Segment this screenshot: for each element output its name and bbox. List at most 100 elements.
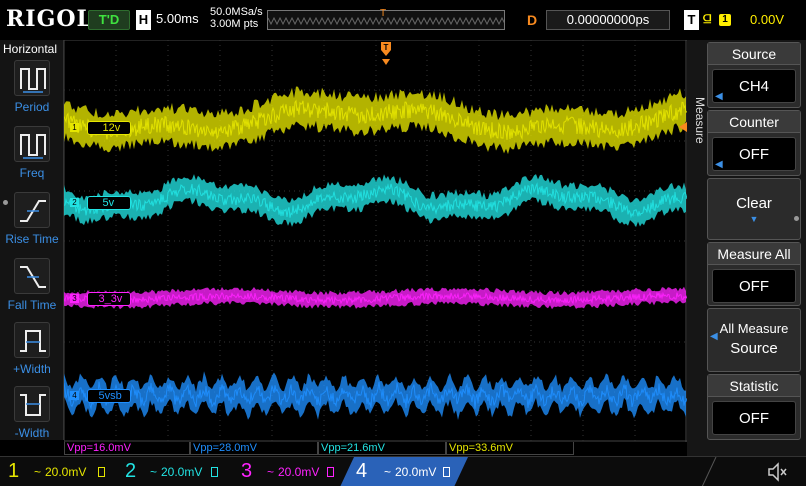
svg-text:T: T: [384, 43, 389, 52]
ch2-coupling-icon: ~: [150, 465, 158, 479]
all-measure-source-line2: Source: [730, 340, 778, 357]
statistic-label: Statistic: [708, 375, 800, 397]
ch1-coupling-icon: ~: [34, 465, 42, 479]
delay-value[interactable]: 0.00000000ps: [546, 10, 670, 30]
ch4-bandwidth-icon: [443, 467, 450, 477]
measurement-2[interactable]: Vpp=28.0mV: [190, 442, 318, 455]
ch3-bandwidth-icon: [327, 467, 334, 477]
horizontal-measure-panel: Horizontal Period Freq Rise Time Fall Ti…: [0, 40, 64, 440]
sample-rate: 50.0MSa/s: [210, 6, 263, 18]
trigger-position-top-marker-icon: T: [381, 42, 391, 65]
ch4-tab[interactable]: 4 ~ 20.0mV: [346, 457, 466, 486]
trigger-level-value[interactable]: 0.00V: [750, 12, 784, 27]
rigol-logo: RIGOL: [6, 6, 93, 32]
counter-value-box: ◀ OFF: [712, 137, 796, 171]
source-label: Source: [708, 43, 800, 65]
memory-overview-bar[interactable]: [267, 10, 505, 30]
ch2-marker[interactable]: 2 5v: [70, 194, 132, 212]
measure-rise-time-button[interactable]: Rise Time: [0, 192, 64, 246]
ch3-marker[interactable]: 3 3_3v: [70, 290, 132, 308]
ch3-tab-number: 3: [241, 460, 253, 482]
all-measure-source-softkey[interactable]: ◀ All Measure Source: [707, 308, 801, 372]
clear-label: Clear: [736, 195, 772, 212]
counter-label: Counter: [708, 111, 800, 133]
ch4-number-badge: 4: [70, 391, 79, 401]
ch4-scale: 20.0mV: [395, 465, 437, 479]
source-value-box: ◀ CH4: [712, 69, 796, 103]
measure-fall-time-button[interactable]: Fall Time: [0, 258, 64, 312]
source-arrow-icon: ◀: [715, 91, 723, 102]
positive-width-icon: [14, 322, 50, 358]
ch2-scale: 20.0mV: [161, 465, 203, 479]
frequency-icon: [14, 126, 50, 162]
ch2-tab-number: 2: [125, 460, 137, 482]
ch3-coupling-icon: ~: [267, 465, 275, 479]
measure-period-button[interactable]: Period: [0, 60, 64, 114]
channel-bar: 1 ~ 20.0mV 2 ~ 20.0mV 3 ~ 20.0mV 4 ~ 20.…: [0, 456, 806, 486]
measure-menu: Measure Source ◀ CH4 Counter ◀ OFF Clear…: [687, 40, 806, 456]
waveform-display[interactable]: T 1 12v 2 5v 3 3_3v 4 5vsb: [63, 39, 688, 442]
rising-edge-icon: ⫑: [703, 10, 712, 26]
ch1-tab[interactable]: 1 ~ 20.0mV: [0, 457, 115, 486]
ch2-label: 5v: [87, 195, 132, 210]
ch3-number-badge: 3: [70, 294, 79, 304]
ch1-marker[interactable]: 1 12v: [70, 119, 132, 137]
trigger-indicator: T: [684, 10, 699, 30]
speaker-icon[interactable]: [766, 461, 788, 486]
horizontal-indicator: H: [136, 10, 151, 30]
measurement-1[interactable]: Vpp=16.0mV: [64, 442, 190, 455]
counter-softkey[interactable]: Counter ◀ OFF: [707, 110, 801, 176]
measure-menu-tab: Measure: [693, 96, 707, 144]
ch2-number-badge: 2: [70, 198, 79, 208]
clear-softkey[interactable]: Clear ▼: [707, 178, 801, 240]
measure-all-label: Measure All: [708, 243, 800, 265]
measure-all-softkey[interactable]: Measure All OFF: [707, 242, 801, 306]
ch4-tab-background: [340, 457, 468, 486]
rise-time-label: Rise Time: [5, 232, 59, 246]
counter-arrow-icon: ◀: [715, 159, 723, 170]
statistic-softkey[interactable]: Statistic OFF: [707, 374, 801, 440]
all-measure-source-line1: All Measure: [719, 321, 789, 336]
period-icon: [14, 60, 50, 96]
ch2-waveform: [64, 174, 686, 228]
source-value: CH4: [738, 78, 769, 95]
statistic-value-box: OFF: [712, 401, 796, 435]
measurement-4[interactable]: Vpp=33.6mV: [446, 442, 574, 455]
horizontal-panel-title: Horizontal: [3, 42, 58, 56]
period-label: Period: [14, 100, 50, 114]
measure-negative-width-button[interactable]: -Width: [0, 386, 64, 440]
negative-width-label: -Width: [14, 426, 50, 440]
ch1-waveform-core: [63, 99, 688, 141]
trigger-position-marker-icon: T: [380, 8, 387, 19]
statistic-value: OFF: [739, 410, 769, 427]
ch4-waveform-core: [63, 381, 688, 410]
page-indicator-dot: [3, 200, 8, 205]
ch1-number-badge: 1: [70, 123, 79, 133]
rise-time-icon: [14, 192, 50, 228]
ch2-waveform-core: [63, 182, 688, 219]
measurement-2-value: Vpp=28.0mV: [193, 442, 257, 454]
ch3-waveform-core: [63, 291, 688, 305]
ch3-label: 3_3v: [87, 291, 132, 306]
ch2-bandwidth-icon: [211, 467, 218, 477]
measurement-3-value: Vpp=21.6mV: [321, 442, 385, 454]
ch3-waveform: [64, 286, 686, 310]
measure-freq-button[interactable]: Freq: [0, 126, 64, 180]
timebase-value[interactable]: 5.00ms: [156, 11, 199, 26]
fall-time-label: Fall Time: [7, 298, 57, 312]
ch4-tab-number: 4: [356, 460, 368, 482]
negative-width-icon: [14, 386, 50, 422]
ch1-scale: 20.0mV: [45, 465, 87, 479]
source-softkey[interactable]: Source ◀ CH4: [707, 42, 801, 108]
trigger-level-marker-icon: [679, 122, 687, 132]
ch2-tab[interactable]: 2 ~ 20.0mV: [115, 457, 231, 486]
measurement-3[interactable]: Vpp=21.6mV: [318, 442, 446, 455]
measure-positive-width-button[interactable]: +Width: [0, 322, 64, 376]
waveforms: [63, 86, 688, 420]
ch3-tab[interactable]: 3 ~ 20.0mV: [231, 457, 346, 486]
run-state-badge[interactable]: T'D: [88, 10, 130, 30]
ch4-coupling-icon: ~: [384, 465, 392, 479]
ch4-marker[interactable]: 4 5vsb: [70, 387, 132, 405]
graticule: [63, 39, 687, 442]
ch4-label: 5vsb: [87, 388, 132, 403]
